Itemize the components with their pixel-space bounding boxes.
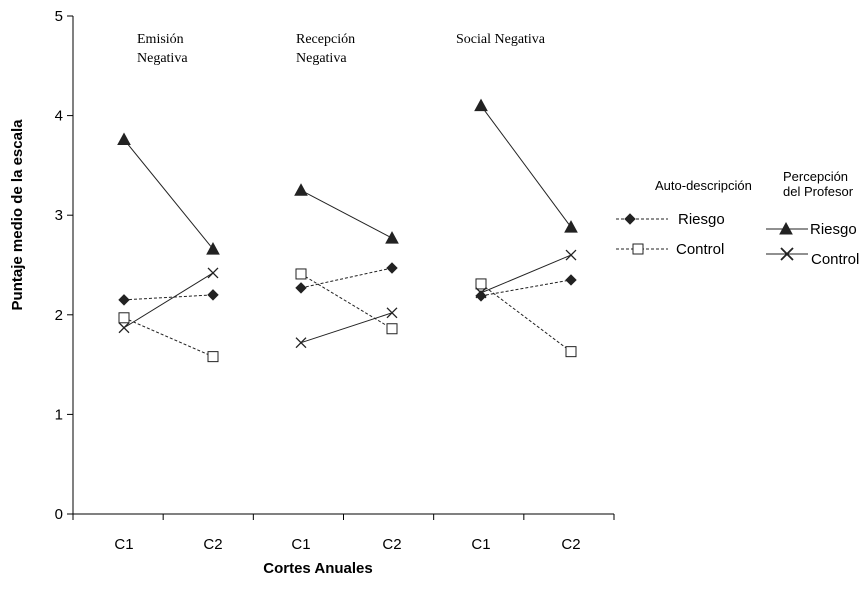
square-marker (632, 243, 644, 255)
legend-label-teacher-riesgo: Riesgo (810, 221, 857, 238)
legend-label-self-control: Control (676, 241, 724, 258)
square-marker (118, 312, 130, 324)
triangle-marker (294, 183, 308, 196)
x-marker (386, 307, 398, 319)
x-marker (780, 247, 794, 261)
x-tick-label: C1 (471, 536, 490, 553)
y-tick-label: 2 (55, 307, 63, 324)
group-label: Recepción (296, 32, 355, 47)
triangle-marker (117, 132, 131, 146)
y-tick-label: 5 (55, 8, 63, 25)
x-tick-label: C2 (382, 536, 401, 553)
x-tick-label: C2 (203, 536, 222, 553)
triangle-marker (206, 242, 220, 255)
square-marker (565, 346, 577, 358)
series-line-self_control (123, 317, 214, 358)
diamond-marker (295, 282, 307, 294)
series-line-self_control (480, 283, 572, 353)
square-marker (207, 351, 219, 363)
group-labels: Emisión Negativa Recepción Negativa Social N… (137, 32, 546, 66)
group-label: Negativa (296, 51, 347, 66)
series-line-self_riesgo (300, 267, 393, 289)
diamond-marker (624, 213, 636, 225)
x-axis-label: Cortes Anuales (263, 560, 372, 577)
diamond-marker (118, 294, 130, 306)
diamond-marker (386, 262, 398, 274)
x-tick-label: C1 (114, 536, 133, 553)
y-axis-label: Puntaje medio de la escala (9, 119, 26, 311)
series-layer (117, 98, 578, 363)
x-tick-label: C1 (291, 536, 310, 553)
y-tick-label: 0 (55, 506, 63, 523)
triangle-marker (474, 98, 488, 112)
x-marker (295, 337, 307, 349)
series-line-teacher_control (480, 254, 572, 294)
triangle-marker (779, 221, 793, 235)
series-line-self_riesgo (480, 279, 572, 297)
x-marker (207, 267, 219, 279)
axes: 0 1 2 3 4 5 C1 C2 C1 C2 C1 C2 (55, 8, 615, 553)
x-tick-label: C2 (561, 536, 580, 553)
legend-title-teacher: del Profesor (783, 184, 854, 199)
group-label: Social Negativa (456, 32, 546, 47)
series-line-teacher_control (123, 272, 214, 329)
legend-label-teacher-control: Control (811, 251, 859, 268)
triangle-marker (564, 220, 578, 233)
series-line-self_control (300, 273, 393, 330)
square-marker (386, 323, 398, 335)
group-label: Emisión (137, 32, 184, 47)
series-line-teacher_riesgo (480, 105, 572, 228)
y-tick-label: 3 (55, 207, 63, 224)
y-tick-label: 1 (55, 406, 63, 423)
square-marker (295, 268, 307, 280)
x-marker (565, 249, 577, 261)
series-line-teacher_riesgo (300, 189, 393, 239)
triangle-marker (385, 231, 399, 244)
group-label: Negativa (137, 51, 188, 66)
series-line-self_riesgo (123, 294, 214, 301)
legend-title-self: Auto-descripción (655, 178, 752, 193)
square-marker (475, 278, 487, 290)
diamond-marker (207, 289, 219, 301)
diamond-marker (475, 290, 487, 302)
x-marker (118, 322, 130, 334)
series-line-teacher_control (300, 312, 393, 344)
diamond-marker (565, 274, 577, 286)
x-marker (475, 287, 487, 299)
legend-title-teacher: Percepción (783, 169, 848, 184)
y-tick-label: 4 (55, 108, 63, 125)
legend-label-self-riesgo: Riesgo (678, 211, 725, 228)
series-line-teacher_riesgo (123, 139, 214, 250)
